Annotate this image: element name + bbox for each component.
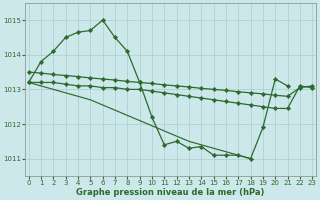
- X-axis label: Graphe pression niveau de la mer (hPa): Graphe pression niveau de la mer (hPa): [76, 188, 265, 197]
